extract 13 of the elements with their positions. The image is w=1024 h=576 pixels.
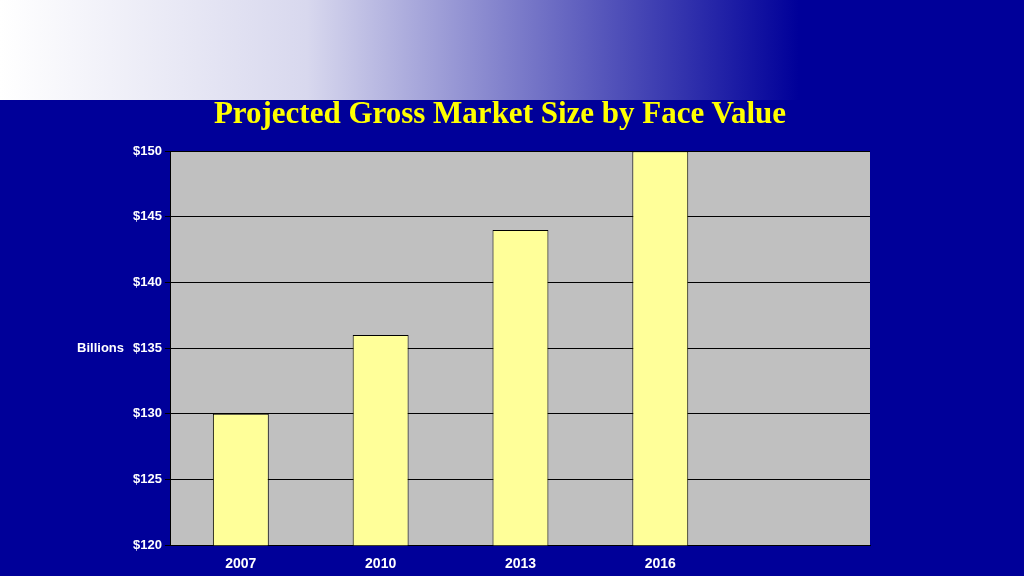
x-tick-label: 2007	[225, 555, 257, 572]
y-tick-label: $125	[133, 471, 162, 487]
y-tick-label: $130	[133, 405, 162, 421]
x-tick-label: 2010	[365, 555, 397, 572]
x-tick-label: 2013	[504, 555, 537, 572]
y-axis-title: Billions	[77, 339, 124, 355]
y-tick-label: $150	[133, 142, 162, 158]
x-tick-label: 2016	[644, 555, 677, 572]
y-tick-label: $135	[133, 339, 162, 355]
y-tick-label: $140	[133, 274, 162, 290]
y-tick-label: $145	[133, 208, 162, 224]
chart-title: Projected Gross Market Size by Face Value	[213, 94, 787, 130]
y-tick-label: $120	[133, 536, 162, 552]
